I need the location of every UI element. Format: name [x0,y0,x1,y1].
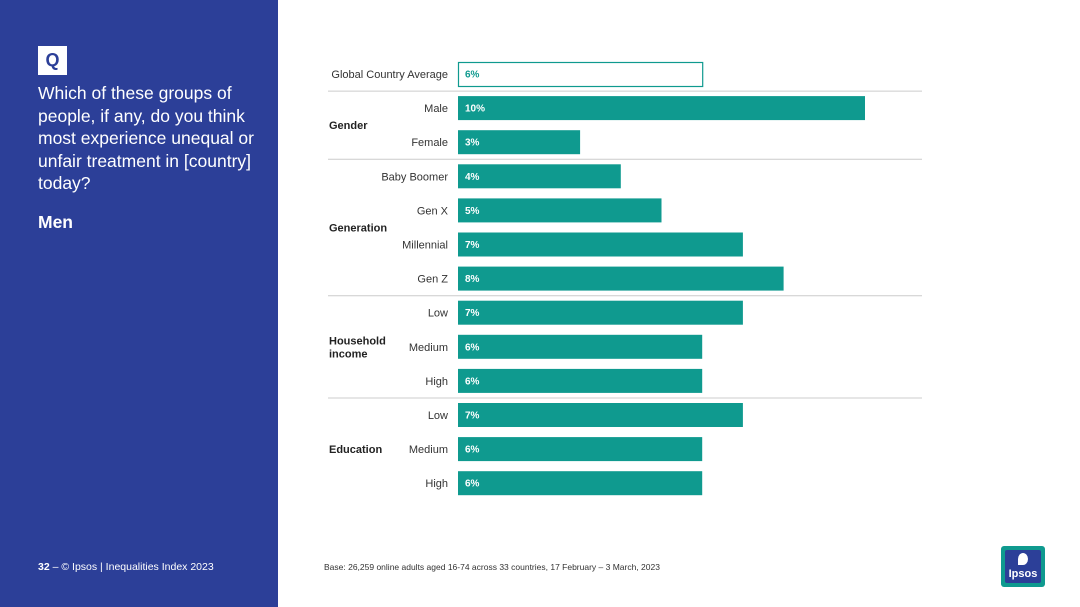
data-label-generation-gen-x: 5% [465,206,480,217]
bar-education-high [458,471,703,496]
base-note: Base: 26,259 online adults aged 16-74 ac… [324,562,660,572]
data-label-household-income-high: 6% [465,376,480,387]
slide-footer: 32 – © Ipsos | Inequalities Index 2023 [38,561,214,573]
bar-generation-baby-boomer [458,164,621,189]
page-number: 32 [38,561,50,573]
data-label-gender-male: 10% [465,104,485,115]
category-label-gender-female: Female [411,137,448,149]
question-text: Which of these groups of people, if any,… [38,83,254,193]
data-label-generation-baby-boomer: 4% [465,172,480,183]
category-label-generation-millennial: Millennial [402,240,448,252]
category-label-household-income-low: Low [428,308,448,320]
bar-household-income-high [458,368,703,393]
data-label-education-low: 7% [465,411,480,422]
group-label-generation: Generation [329,222,387,234]
group-label-gender: Gender [329,120,368,132]
question-badge: Q [38,46,67,75]
bar-gender-male [458,96,865,121]
data-label-household-income-low: 7% [465,308,480,319]
category-label-generation-gen-x: Gen X [417,205,449,217]
category-label-generation-gen-z: Gen Z [417,274,448,286]
logo-text: Ipsos [1008,568,1038,580]
bar-generation-gen-z [458,266,784,291]
bar-generation-millennial [458,232,743,257]
bar-generation-gen-x [458,198,662,223]
data-label-generation-millennial: 7% [465,240,480,251]
category-label-gender-male: Male [424,103,448,115]
category-label-education-high: High [425,478,448,490]
category-label-education-medium: Medium [409,444,448,456]
data-label-gender-female: 3% [465,138,480,149]
bar-global-country-average [457,61,704,88]
data-label-household-income-medium: 6% [465,342,480,353]
logo-inner: Ipsos [1005,550,1041,583]
data-label-generation-gen-z: 8% [465,274,480,285]
sidebar: Q Which of these groups of people, if an… [0,0,278,607]
bar-household-income-low [458,300,743,325]
subject-label: Men [38,212,73,232]
category-label-household-income-medium: Medium [409,342,448,354]
group-label-education: Education [329,444,382,456]
category-label-generation-baby-boomer: Baby Boomer [381,171,448,183]
data-label-education-high: 6% [465,479,480,490]
bar-gender-female [458,130,581,155]
bar-education-medium [458,437,703,462]
bar-household-income-medium [458,334,703,359]
category-label-global-country-average: Global Country Average [331,69,448,81]
copyright-text: © Ipsos | Inequalities Index 2023 [61,561,214,573]
data-label-education-medium: 6% [465,445,480,456]
bar-education-low [458,403,743,427]
data-label-global-country-average: 6% [465,70,480,81]
group-label-household-income-line-2: income [329,348,368,360]
category-label-education-low: Low [428,410,448,422]
group-label-household-income-line-1: Household [329,335,386,347]
logo-mark-icon [1018,553,1028,565]
ipsos-logo: Ipsos [1001,546,1045,587]
category-label-household-income-high: High [425,376,448,388]
page-separator: – [49,561,62,573]
